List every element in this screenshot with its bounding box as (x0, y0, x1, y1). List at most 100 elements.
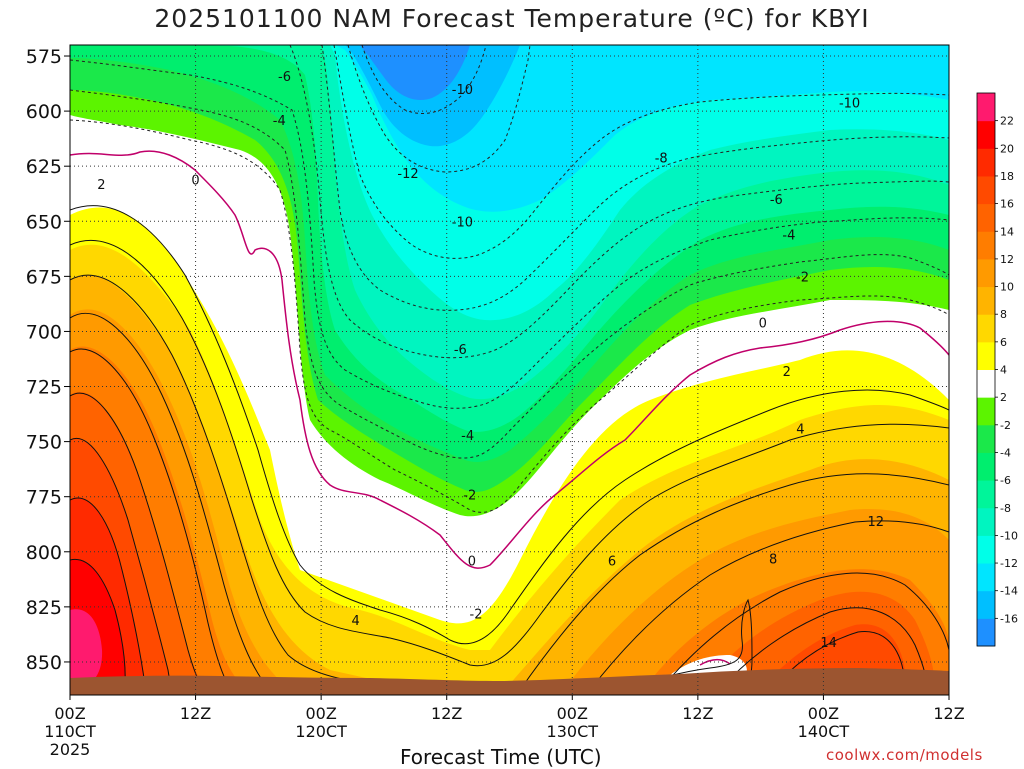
filled-temperature-field (70, 45, 949, 695)
colorbar-label: 18 (1000, 170, 1014, 183)
contour-lines (70, 45, 949, 695)
x-tick-label: 00Z (54, 704, 85, 723)
colorbar-label: -14 (1000, 585, 1018, 598)
y-tick-label: 700 (26, 321, 62, 343)
contour-label: -6 (278, 70, 291, 85)
y-tick-label: 625 (26, 156, 62, 178)
contour-label: 4 (796, 422, 804, 437)
y-axis: 575 600 625 650 675 700 725 750 775 800 825 850 (26, 46, 70, 674)
y-tick-label: 675 (26, 266, 62, 288)
colorbar-label: -8 (1000, 502, 1011, 515)
contour-label: -6 (454, 343, 467, 358)
colorbar-label: 8 (1000, 308, 1007, 321)
colorbar-swatch (977, 286, 995, 315)
y-tick-label: 800 (26, 542, 62, 564)
contour-label: 8 (769, 552, 777, 567)
contour-label: 14 (820, 636, 837, 651)
colorbar-swatch (977, 314, 995, 343)
contour-label: -8 (655, 151, 668, 166)
colorbar-swatch (977, 231, 995, 260)
colorbar-label: 20 (1000, 142, 1014, 155)
colorbar-swatch (977, 120, 995, 149)
y-tick-label: 650 (26, 211, 62, 233)
x-tick-date-label: 110CT (44, 722, 96, 741)
colorbar-label: 6 (1000, 336, 1007, 349)
colorbar-swatch (977, 369, 995, 398)
contour-label: -2 (463, 488, 476, 503)
contour-labels: -6 -4 2 0 -12 -10 -10 -10 -8 -6 -4 -2 0 2 4 -6 -4 -2 0 -2 6 8… (97, 70, 884, 651)
colorbar-label: -4 (1000, 446, 1011, 459)
colorbar-label: 16 (1000, 198, 1014, 211)
x-axis-label: Forecast Time (UTC) (400, 745, 602, 769)
x-tick-label: 12Z (682, 704, 713, 723)
y-tick-label: 600 (26, 101, 62, 123)
colorbar-swatch (977, 203, 995, 232)
colorbar-label: -2 (1000, 419, 1011, 432)
colorbar-swatch (977, 175, 995, 205)
colorbar-swatch (977, 563, 995, 592)
x-tick-label: 12Z (180, 704, 211, 723)
colorbar-swatch (977, 424, 995, 453)
colorbar-label: 22 (1000, 115, 1014, 128)
grid-lines (70, 45, 949, 695)
contour-label: -10 (452, 215, 473, 230)
contour-label: 0 (191, 173, 199, 188)
colorbar-label: -12 (1000, 557, 1018, 570)
contour-label: -2 (470, 607, 483, 622)
x-tick-label: 12Z (933, 704, 964, 723)
contour-label: 0 (468, 555, 476, 570)
colorbar-swatch (977, 535, 995, 564)
colorbar-swatch (977, 148, 995, 177)
colorbar-swatch (977, 258, 995, 288)
contour-label: 2 (97, 178, 105, 193)
colorbar-swatch (977, 452, 995, 481)
colorbar-label: 4 (1000, 364, 1007, 377)
plot-frame (69, 44, 950, 696)
contour-label: 12 (867, 515, 884, 530)
y-tick-label: 725 (26, 377, 62, 399)
x-tick-label: 00Z (808, 704, 839, 723)
chart-title: 2025101100 NAM Forecast Temperature (ºC)… (154, 4, 870, 33)
colorbar-swatch (977, 93, 995, 122)
colorbar-swatch (977, 480, 995, 509)
y-tick-label: 750 (26, 432, 62, 454)
colorbar-label: -6 (1000, 474, 1011, 487)
contour-label: -10 (452, 83, 473, 98)
colorbar-swatch (977, 618, 995, 647)
y-tick-label: 825 (26, 597, 62, 619)
colorbar-label: -16 (1000, 612, 1018, 625)
x-tick-date-label: 130CT (547, 722, 599, 741)
colorbar-swatch (977, 590, 995, 619)
contour-label: -6 (770, 193, 783, 208)
x-tick-date-label: 140CT (798, 722, 850, 741)
x-tick-year-label: 2025 (50, 740, 91, 759)
colorbar-label: 12 (1000, 253, 1014, 266)
contour-label: -4 (782, 228, 795, 243)
colorbar-label: -10 (1000, 529, 1018, 542)
colorbar-label: 10 (1000, 281, 1014, 294)
contour-label: -12 (397, 167, 418, 182)
colorbar-label: 2 (1000, 391, 1007, 404)
contour-label: -2 (796, 270, 809, 285)
colorbar-label: 14 (1000, 225, 1014, 238)
colorbar-swatch (977, 507, 995, 536)
y-tick-label: 575 (26, 46, 62, 68)
credit-link[interactable]: coolwx.com/models (826, 746, 983, 764)
x-tick-label: 00Z (557, 704, 588, 723)
contour-label: -10 (839, 96, 860, 111)
terrain (70, 668, 949, 695)
colorbar: 22 20 18 16 14 12 10 8 6 4 2 -2 -4 -6 -8 -10 -12 -14 -16 (976, 92, 1018, 647)
contour-label: 6 (608, 555, 616, 570)
contour-label: -4 (461, 429, 474, 444)
x-tick-label: 00Z (305, 704, 336, 723)
x-tick-label: 12Z (431, 704, 462, 723)
contour-label: 4 (352, 614, 360, 629)
contour-label: 2 (783, 365, 791, 380)
x-tick-date-label: 120CT (295, 722, 347, 741)
y-tick-label: 775 (26, 487, 62, 509)
y-tick-label: 850 (26, 652, 62, 674)
colorbar-swatch (977, 341, 995, 370)
contour-label: -4 (273, 114, 286, 129)
